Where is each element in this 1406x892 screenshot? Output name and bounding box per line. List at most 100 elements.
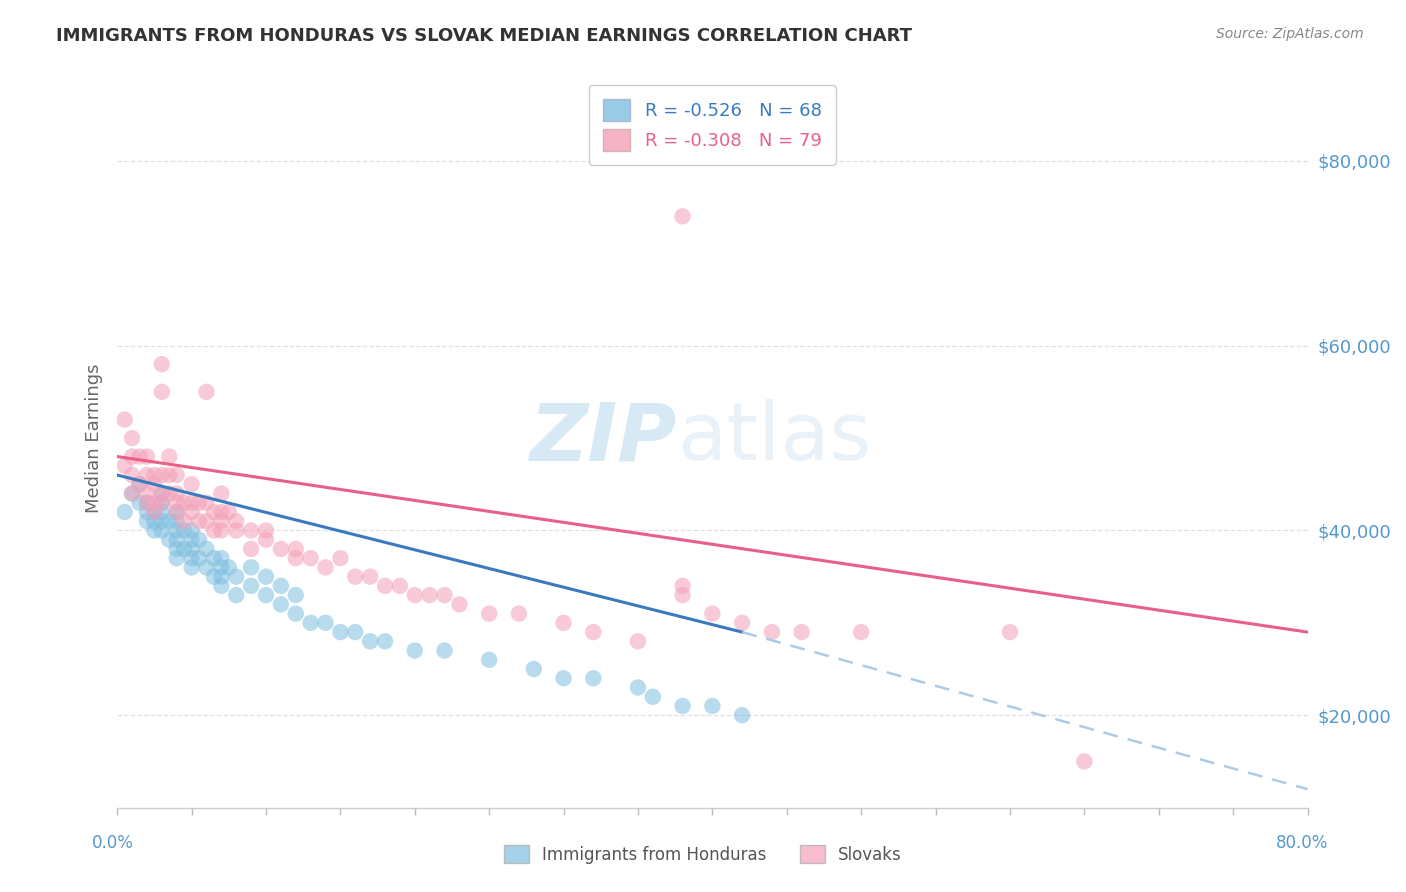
- Point: [166, 486, 188, 500]
- Point: [627, 634, 650, 648]
- Point: [180, 496, 202, 510]
- Point: [209, 579, 232, 593]
- Point: [166, 524, 188, 538]
- Point: [195, 541, 218, 556]
- Point: [121, 450, 143, 464]
- Point: [671, 210, 693, 224]
- Point: [209, 551, 232, 566]
- Point: [299, 615, 322, 630]
- Point: [173, 541, 195, 556]
- Point: [218, 505, 240, 519]
- Point: [270, 598, 292, 612]
- Point: [150, 384, 173, 399]
- Point: [143, 496, 166, 510]
- Point: [180, 541, 202, 556]
- Point: [641, 690, 664, 704]
- Point: [553, 671, 575, 685]
- Point: [240, 524, 263, 538]
- Point: [157, 533, 180, 547]
- Point: [136, 486, 159, 500]
- Y-axis label: Median Earnings: Median Earnings: [86, 363, 103, 513]
- Point: [143, 505, 166, 519]
- Point: [671, 698, 693, 713]
- Text: 0.0%: 0.0%: [91, 834, 134, 852]
- Point: [195, 514, 218, 528]
- Point: [136, 496, 159, 510]
- Point: [671, 588, 693, 602]
- Point: [180, 533, 202, 547]
- Point: [128, 477, 150, 491]
- Point: [240, 579, 263, 593]
- Point: [329, 551, 352, 566]
- Point: [166, 468, 188, 483]
- Point: [195, 496, 218, 510]
- Point: [150, 496, 173, 510]
- Point: [136, 468, 159, 483]
- Point: [202, 505, 225, 519]
- Point: [143, 514, 166, 528]
- Point: [731, 708, 754, 723]
- Point: [150, 524, 173, 538]
- Point: [449, 598, 471, 612]
- Point: [166, 505, 188, 519]
- Point: [254, 569, 277, 583]
- Point: [225, 588, 247, 602]
- Point: [1073, 755, 1095, 769]
- Point: [180, 505, 202, 519]
- Point: [150, 486, 173, 500]
- Point: [188, 496, 211, 510]
- Point: [143, 505, 166, 519]
- Point: [225, 524, 247, 538]
- Point: [202, 569, 225, 583]
- Point: [299, 551, 322, 566]
- Point: [433, 643, 456, 657]
- Point: [374, 634, 396, 648]
- Point: [388, 579, 411, 593]
- Point: [114, 412, 136, 426]
- Point: [284, 551, 307, 566]
- Point: [284, 541, 307, 556]
- Point: [254, 533, 277, 547]
- Point: [270, 541, 292, 556]
- Point: [157, 450, 180, 464]
- Point: [173, 514, 195, 528]
- Point: [329, 625, 352, 640]
- Point: [523, 662, 546, 676]
- Point: [478, 607, 501, 621]
- Point: [849, 625, 872, 640]
- Point: [218, 560, 240, 574]
- Point: [582, 625, 605, 640]
- Point: [128, 477, 150, 491]
- Point: [180, 477, 202, 491]
- Point: [143, 477, 166, 491]
- Point: [157, 514, 180, 528]
- Point: [702, 698, 724, 713]
- Point: [150, 468, 173, 483]
- Point: [136, 514, 159, 528]
- Point: [202, 524, 225, 538]
- Point: [553, 615, 575, 630]
- Point: [254, 524, 277, 538]
- Point: [404, 588, 426, 602]
- Point: [433, 588, 456, 602]
- Point: [315, 615, 337, 630]
- Point: [157, 468, 180, 483]
- Point: [143, 524, 166, 538]
- Point: [240, 541, 263, 556]
- Point: [702, 607, 724, 621]
- Point: [121, 486, 143, 500]
- Point: [150, 486, 173, 500]
- Point: [240, 560, 263, 574]
- Point: [284, 588, 307, 602]
- Point: [790, 625, 813, 640]
- Point: [671, 579, 693, 593]
- Point: [209, 524, 232, 538]
- Point: [225, 514, 247, 528]
- Point: [188, 551, 211, 566]
- Point: [188, 514, 211, 528]
- Point: [180, 560, 202, 574]
- Point: [150, 514, 173, 528]
- Point: [315, 560, 337, 574]
- Point: [121, 486, 143, 500]
- Point: [209, 569, 232, 583]
